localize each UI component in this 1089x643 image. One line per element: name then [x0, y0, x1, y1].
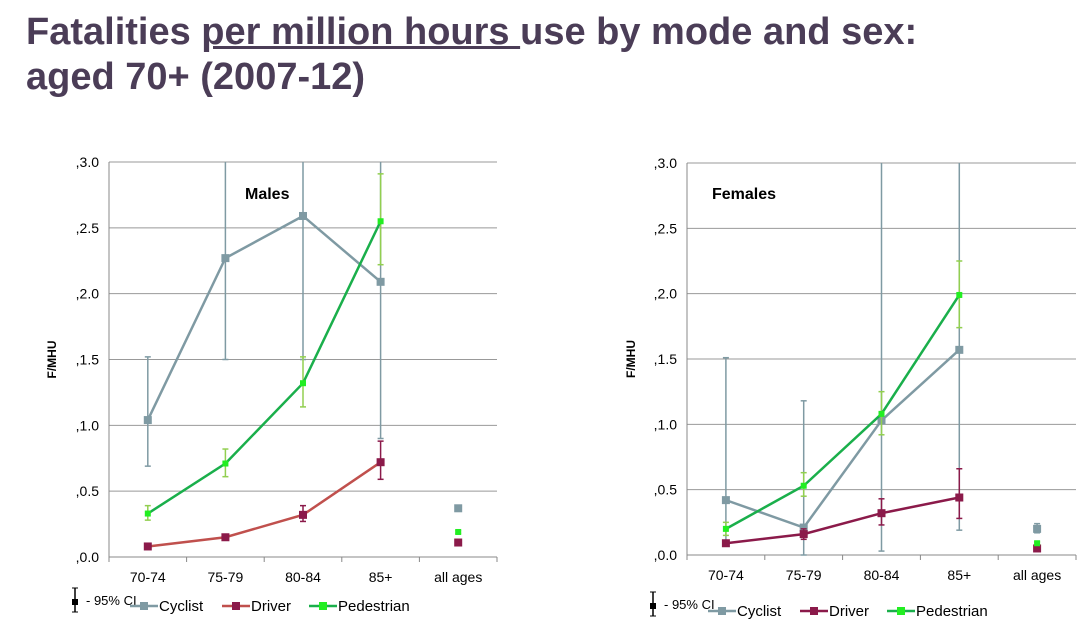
data-point: [455, 528, 462, 535]
data-point: [454, 538, 463, 547]
legend-item-cyclist: Cyclist: [130, 598, 204, 615]
data-point: [955, 345, 964, 354]
data-point: [299, 510, 307, 519]
legend-label: Driver: [829, 603, 869, 620]
x-tick-label: 75-79: [786, 567, 822, 583]
legend-label: Cyclist: [737, 603, 782, 620]
x-tick-label: 75-79: [207, 569, 243, 585]
x-tick-label: 80-84: [864, 567, 900, 583]
x-tick-label: all ages: [434, 569, 482, 585]
legend-label: Pedestrian: [916, 603, 988, 620]
data-point: [721, 496, 730, 505]
title-part2: use by mode and sex: aged 70+ (2007-12): [26, 11, 918, 98]
y-tick-label: ,1.0: [654, 416, 678, 432]
data-point: [722, 525, 729, 532]
y-tick-label: ,3.0: [654, 155, 678, 171]
data-point: [1033, 544, 1042, 553]
legend-item-driver: Driver: [222, 598, 291, 615]
y-tick-label: ,1.5: [654, 351, 678, 367]
data-point: [799, 530, 808, 539]
chart-males: ,0.0 ,0.5 ,1.0 ,1.5 ,2.0 ,2.5 ,3.0 70-74 75-79 80…: [45, 154, 498, 615]
data-point: [221, 533, 230, 542]
data-point: [376, 458, 385, 467]
y-axis-label: F/MHU: [45, 341, 59, 379]
series-cyclist: [721, 163, 1042, 556]
y-tick-label: ,2.0: [654, 286, 678, 302]
data-point: [877, 509, 886, 518]
y-tick-label: ,1.5: [76, 352, 100, 368]
legend-item-pedestrian: Pedestrian: [887, 603, 988, 620]
legend-marker: [319, 602, 327, 610]
data-point: [377, 218, 384, 225]
data-point: [800, 482, 807, 489]
series-driver: [721, 468, 1042, 553]
x-tick-label: all ages: [1013, 567, 1061, 583]
series-line: [147, 220, 382, 515]
data-point: [376, 277, 385, 286]
x-tick-label: 85+: [369, 569, 393, 585]
chart-title: Males: [245, 186, 290, 203]
y-tick-label: ,0.5: [76, 483, 100, 499]
ci-note: - 95% CI: [86, 593, 137, 608]
series-cyclist: [143, 162, 463, 513]
legend-marker: [232, 602, 240, 610]
ci-note: - 95% CI: [664, 597, 715, 612]
series-line: [146, 214, 382, 421]
y-tick-label: ,2.5: [76, 220, 100, 236]
data-point: [721, 539, 730, 548]
y-tick-label: ,2.0: [76, 286, 100, 302]
y-axis-label: F/MHU: [624, 340, 638, 378]
x-tick-label: 85+: [947, 567, 971, 583]
y-tick-label: ,0.0: [654, 547, 678, 563]
data-point: [955, 493, 964, 502]
chart-females: ,0.0 ,0.5 ,1.0 ,1.5 ,2.0 ,2.5 ,3.0 70-74 75-79 80…: [624, 155, 1077, 620]
data-point: [143, 416, 152, 425]
series-pedestrian: [722, 260, 1041, 547]
y-tick-label: ,0.5: [654, 482, 678, 498]
y-tick-label: ,2.5: [654, 220, 678, 236]
data-point: [143, 542, 152, 551]
legend-label: Cyclist: [159, 598, 204, 615]
series-line: [725, 348, 961, 530]
series-line: [147, 461, 382, 548]
title-part1: Fatalities: [26, 11, 202, 53]
y-tick-label: ,0.0: [76, 549, 100, 565]
series-driver: [143, 440, 463, 551]
series-line: [725, 294, 961, 530]
y-tick-label: ,1.0: [76, 417, 100, 433]
legend-marker: [718, 607, 726, 615]
x-tick-label: 70-74: [130, 569, 166, 585]
legend-label: Driver: [251, 598, 291, 615]
x-tick-label: 70-74: [708, 567, 744, 583]
y-tick-label: ,3.0: [76, 154, 100, 170]
ci-icon-marker: [72, 599, 78, 605]
legend-item-pedestrian: Pedestrian: [309, 598, 410, 615]
legend-label: Pedestrian: [338, 598, 410, 615]
ci-icon-marker: [650, 603, 656, 609]
data-point: [221, 254, 230, 263]
data-point: [222, 460, 229, 467]
legend-item-cyclist: Cyclist: [708, 603, 782, 620]
data-point: [956, 291, 963, 298]
data-point: [1034, 540, 1041, 547]
data-point: [878, 410, 885, 417]
data-point: [799, 523, 808, 532]
series-line: [725, 496, 960, 545]
legend-item-driver: Driver: [800, 603, 869, 620]
legend-marker: [810, 607, 818, 615]
legend-marker: [897, 607, 905, 615]
data-point: [454, 504, 463, 513]
data-point: [299, 211, 307, 220]
page-title: Fatalities per million hours use by mode…: [26, 10, 926, 100]
title-underlined: per million hours: [201, 11, 521, 53]
series-pedestrian: [144, 173, 462, 535]
data-point: [1033, 524, 1042, 533]
data-point: [300, 380, 306, 387]
chart-title: Females: [712, 186, 776, 203]
data-point: [144, 510, 151, 517]
legend-marker: [140, 602, 148, 610]
x-tick-label: 80-84: [285, 569, 321, 585]
